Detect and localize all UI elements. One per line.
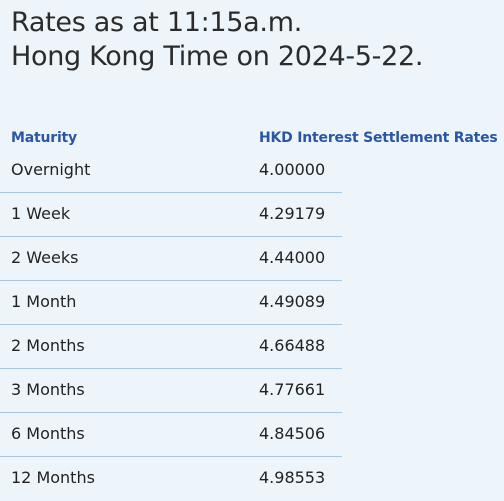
table-row: 1 Month 4.49089 <box>0 281 342 325</box>
rates-table: Overnight 4.00000 1 Week 4.29179 2 Weeks… <box>0 149 504 500</box>
rate-column-header: HKD Interest Settlement Rates <box>259 130 498 146</box>
maturity-cell: 2 Weeks <box>11 248 79 267</box>
rate-cell: 4.44000 <box>259 248 326 267</box>
table-row: Overnight 4.00000 <box>0 149 342 193</box>
rate-cell: 4.84506 <box>259 424 326 443</box>
title-line-2: Hong Kong Time on 2024-5-22. <box>11 41 424 72</box>
table-row: 1 Week 4.29179 <box>0 193 342 237</box>
table-row: 12 Months 4.98553 <box>0 457 342 500</box>
table-row: 6 Months 4.84506 <box>0 413 342 457</box>
maturity-cell: 12 Months <box>11 468 95 487</box>
rate-cell: 4.77661 <box>259 380 326 399</box>
table-header: Maturity HKD Interest Settlement Rates <box>0 128 504 150</box>
table-row: 2 Weeks 4.44000 <box>0 237 342 281</box>
page-title: Rates as at 11:15a.m. Hong Kong Time on … <box>11 6 423 74</box>
table-row: 2 Months 4.66488 <box>0 325 342 369</box>
maturity-cell: 2 Months <box>11 336 85 355</box>
rate-cell: 4.49089 <box>259 292 326 311</box>
rate-cell: 4.00000 <box>259 160 326 179</box>
maturity-cell: 1 Month <box>11 292 77 311</box>
title-line-1: Rates as at 11:15a.m. <box>11 7 302 38</box>
maturity-column-header: Maturity <box>11 130 77 146</box>
maturity-cell: 1 Week <box>11 204 71 223</box>
maturity-cell: Overnight <box>11 160 91 179</box>
rate-cell: 4.66488 <box>259 336 326 355</box>
rate-cell: 4.98553 <box>259 468 326 487</box>
maturity-cell: 6 Months <box>11 424 85 443</box>
table-row: 3 Months 4.77661 <box>0 369 342 413</box>
rate-cell: 4.29179 <box>259 204 326 223</box>
maturity-cell: 3 Months <box>11 380 85 399</box>
